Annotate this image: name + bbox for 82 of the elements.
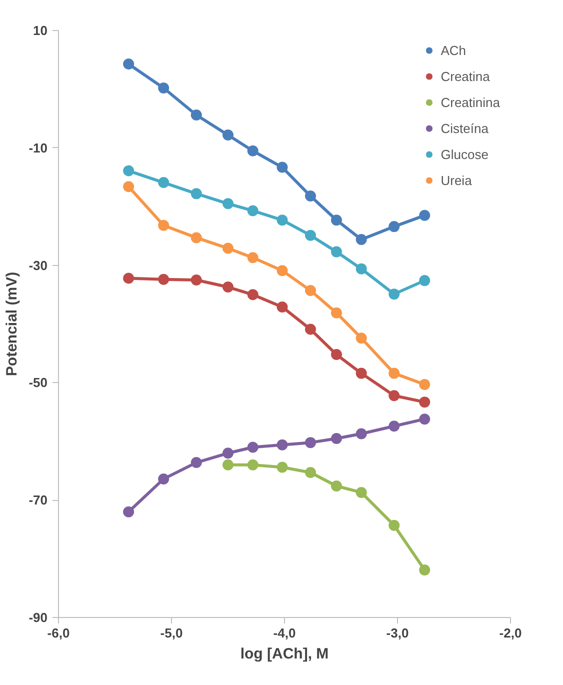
- point: [330, 432, 342, 444]
- point: [247, 289, 258, 300]
- x-tick-label: -4,0: [273, 626, 296, 640]
- point: [123, 181, 134, 192]
- y-axis-title: Potencial (mV): [4, 272, 21, 376]
- point: [304, 324, 316, 335]
- point: [356, 234, 367, 245]
- point: [247, 252, 258, 264]
- point: [247, 205, 258, 216]
- point: [304, 285, 316, 296]
- point: [388, 368, 400, 379]
- legend-label: Cisteína: [440, 120, 488, 136]
- point: [419, 414, 430, 425]
- point: [190, 457, 202, 468]
- point: [356, 428, 367, 440]
- point: [419, 210, 430, 221]
- point: [388, 420, 400, 432]
- point: [123, 272, 134, 284]
- point: [276, 214, 288, 226]
- point: [158, 473, 170, 484]
- point: [247, 442, 258, 453]
- point: [330, 480, 342, 492]
- legend-label: Ureia: [440, 172, 472, 188]
- point: [330, 307, 342, 318]
- legend-label: Glucose: [440, 146, 488, 162]
- point: [388, 221, 400, 232]
- point: [419, 564, 430, 576]
- point: [123, 506, 134, 518]
- point: [356, 332, 367, 344]
- point: [222, 129, 234, 140]
- point: [222, 459, 234, 470]
- point: [158, 177, 170, 188]
- point: [419, 275, 430, 286]
- point: [388, 390, 400, 402]
- point: [356, 263, 367, 274]
- x-tick-label: -6,0: [47, 626, 70, 640]
- x-axis-title: log [ACh], M: [240, 646, 329, 662]
- point: [158, 220, 170, 231]
- point: [222, 198, 234, 210]
- y-tick-label: -70: [28, 492, 48, 508]
- point: [222, 282, 234, 293]
- point: [123, 58, 134, 70]
- point: [222, 448, 234, 459]
- point: [304, 230, 316, 241]
- point: [190, 232, 202, 244]
- y-tick-label: -90: [28, 610, 48, 625]
- legend-label: Creatina: [440, 68, 490, 84]
- point: [419, 378, 430, 390]
- point: [190, 188, 202, 200]
- point: [330, 349, 342, 360]
- y-tick-label: -50: [28, 375, 48, 390]
- legend-label: ACh: [440, 42, 466, 58]
- y-tick-label: -10: [28, 140, 48, 156]
- x-tick-label: -3,0: [386, 626, 409, 640]
- y-tick-label: 10: [33, 23, 48, 38]
- legend-label: Creatinina: [440, 94, 500, 110]
- point: [388, 288, 400, 300]
- point: [388, 520, 400, 531]
- point: [190, 274, 202, 286]
- point: [158, 274, 170, 285]
- point: [330, 246, 342, 258]
- point: [304, 190, 316, 202]
- point: [304, 467, 316, 478]
- point: [330, 214, 342, 226]
- point: [304, 437, 316, 448]
- point: [276, 162, 288, 173]
- point: [190, 110, 202, 121]
- point: [356, 368, 367, 379]
- point: [356, 486, 367, 498]
- point: [276, 439, 288, 450]
- x-tick-label: -5,0: [160, 626, 183, 640]
- point: [123, 165, 134, 176]
- point: [419, 396, 430, 408]
- point: [276, 301, 288, 312]
- point: [222, 242, 234, 254]
- point: [247, 459, 258, 470]
- point: [276, 462, 288, 473]
- y-tick-label: -30: [28, 258, 48, 273]
- x-tick-label: -2,0: [499, 626, 522, 640]
- point: [276, 265, 288, 276]
- point: [158, 82, 170, 94]
- point: [247, 145, 258, 156]
